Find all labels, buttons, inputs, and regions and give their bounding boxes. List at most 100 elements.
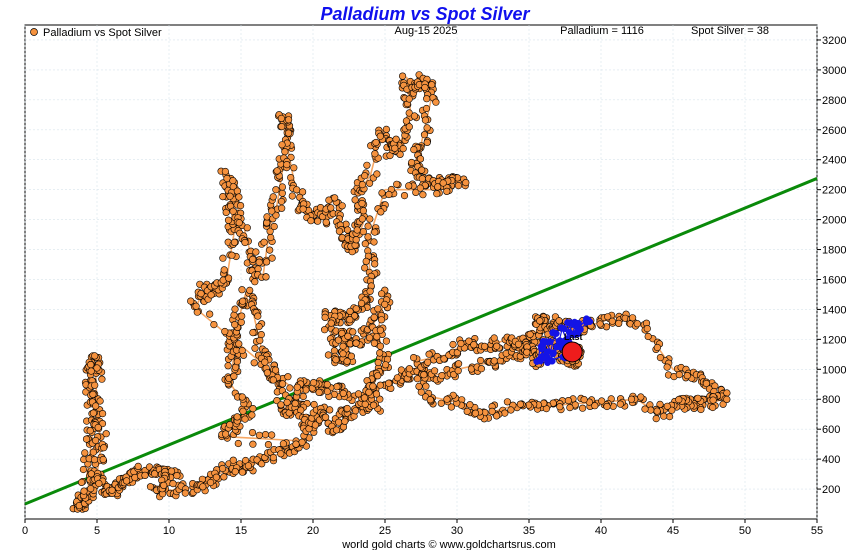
data-point [278,189,286,197]
data-point [376,349,384,357]
data-point [98,375,106,383]
data-point [413,375,422,383]
data-point [359,228,368,236]
data-point [346,307,354,316]
data-point [79,465,87,474]
data-point [376,326,385,334]
data-point [90,456,99,464]
data-point [431,367,439,375]
data-point [255,322,263,331]
data-point [653,343,662,352]
data-point [225,274,233,282]
data-point [224,216,233,224]
data-point [206,310,214,318]
data-point [353,226,361,234]
data-point [385,190,393,199]
data-point [263,369,272,377]
data-point [226,421,234,429]
data-point [278,141,286,149]
data-point [493,342,501,350]
data-point [230,238,239,246]
data-point [235,340,243,348]
data-point [181,489,189,497]
data-point [238,468,246,476]
data-point [102,430,110,438]
data-point [261,358,269,366]
x-tick-label: 30 [451,525,463,537]
data-point [420,131,429,139]
data-point [668,406,676,414]
data-point [470,341,478,349]
data-point [424,358,432,366]
data-point [87,361,95,369]
data-point [423,124,431,132]
data-point [241,415,249,423]
data-point [371,228,379,236]
data-point [335,227,344,235]
data-point [82,435,91,443]
data-point [253,456,261,464]
data-point [516,400,525,408]
x-tick-label: 15 [235,525,247,537]
data-point [229,177,237,185]
y-tick-label: 200 [822,484,840,496]
data-point [723,395,731,404]
data-point [377,316,386,324]
data-point [358,215,366,223]
data-point [371,150,379,158]
data-point [269,376,277,384]
data-point [719,400,727,408]
data-point [310,400,318,409]
data-point [432,98,440,106]
data-point [288,192,296,200]
data-point [284,373,292,381]
data-point [463,407,471,416]
data-point [385,379,393,387]
data-point [92,402,100,410]
data-point [426,396,434,404]
data-point [422,104,431,113]
data-point [262,273,270,281]
data-point [709,403,717,412]
data-point [281,148,289,156]
data-point [299,392,307,401]
data-point [299,188,307,196]
header-date: Aug-15 2025 [395,25,458,37]
data-point [285,129,293,137]
x-tick-label: 45 [667,525,679,537]
data-point [439,179,447,187]
data-point [352,236,360,244]
data-point [291,399,299,408]
data-point [372,390,381,398]
last-point-label: Last [564,332,583,342]
data-point [382,361,390,369]
data-point [229,456,237,464]
data-point [226,192,234,200]
data-point [372,138,380,147]
recent-point [572,329,580,337]
data-point [256,336,264,345]
data-point [455,360,463,368]
recent-point [556,337,564,345]
data-point [376,132,384,140]
data-point [526,330,534,339]
data-point [333,383,341,391]
data-point [307,217,315,225]
data-point [248,429,257,437]
data-point [151,470,159,478]
trend-line [24,177,818,506]
data-point [604,313,612,321]
data-point [269,454,278,462]
data-point [493,412,501,420]
data-point [357,299,366,308]
data-point [440,355,448,363]
data-point [273,167,281,175]
data-point [471,409,480,417]
data-point [277,114,286,122]
data-point [408,158,416,167]
data-point [267,233,275,242]
data-point [683,372,691,380]
data-point [416,155,425,163]
data-point [237,318,245,326]
data-point [425,350,433,358]
